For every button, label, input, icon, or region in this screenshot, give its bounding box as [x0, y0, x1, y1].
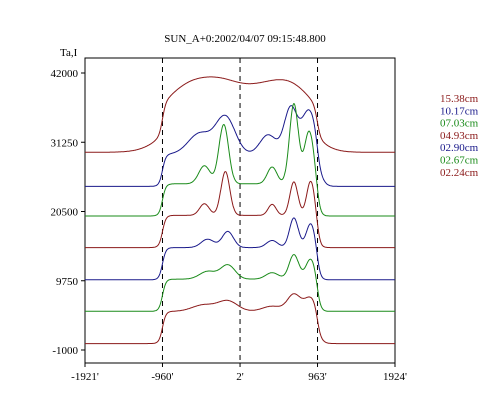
x-tick-label: -960'	[151, 371, 173, 383]
legend-entry: 02.24cm	[440, 167, 479, 179]
legend-entry: 04.93cm	[440, 130, 479, 142]
chart-title: SUN_A+0:2002/04/07 09:15:48.800	[164, 33, 326, 45]
series-line	[85, 105, 395, 187]
y-tick-label: 20500	[51, 207, 79, 219]
y-tick-label: 31250	[51, 137, 79, 149]
series-line	[85, 171, 395, 249]
x-tick-label: 963'	[308, 371, 327, 383]
x-tick-label: -1921'	[71, 371, 99, 383]
y-axis-label: Ta,I	[60, 47, 78, 59]
series-line	[85, 217, 395, 281]
legend-entry: 02.90cm	[440, 142, 479, 154]
legend-entry: 02.67cm	[440, 155, 479, 167]
y-tick-label: -1000	[52, 345, 78, 357]
y-tick-label: 9750	[56, 276, 79, 288]
legend-entry: 10.17cm	[440, 105, 479, 117]
legend-entry: 07.03cm	[440, 118, 479, 130]
y-tick-label: 42000	[51, 68, 79, 80]
legend-entry: 15.38cm	[440, 93, 479, 105]
x-tick-label: 1924'	[383, 371, 407, 383]
series-line	[85, 103, 395, 217]
series-line	[85, 76, 395, 153]
series-line	[85, 293, 395, 345]
x-tick-label: 2'	[236, 371, 244, 383]
series-line	[85, 254, 395, 312]
